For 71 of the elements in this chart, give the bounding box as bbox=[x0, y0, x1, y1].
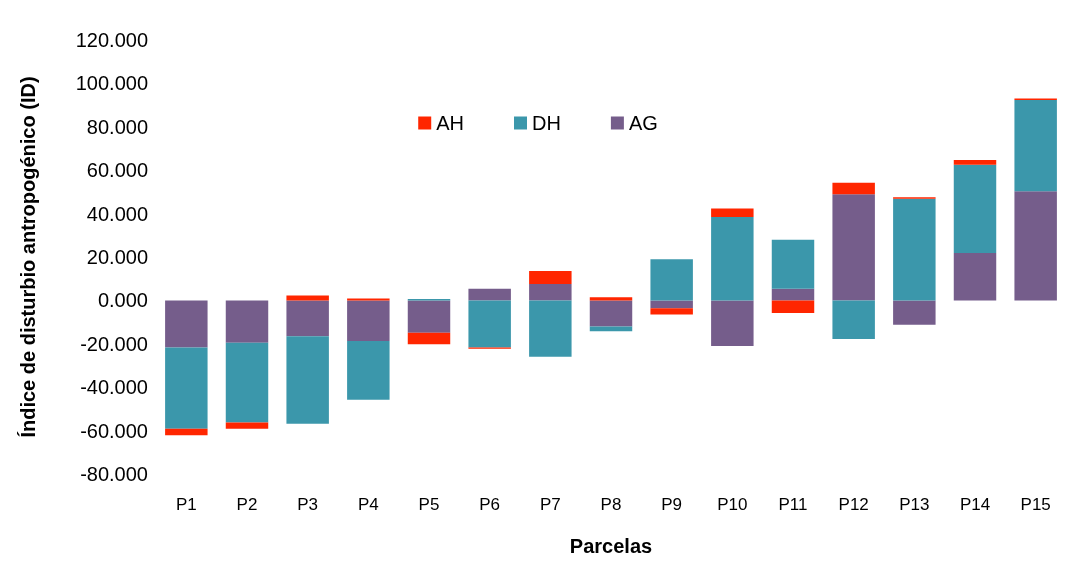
bar bbox=[468, 288, 511, 301]
bar bbox=[165, 428, 208, 436]
x-tick-label: P3 bbox=[297, 495, 319, 514]
x-tick-label: P8 bbox=[600, 495, 622, 514]
y-tick-label: -20.000 bbox=[80, 332, 148, 355]
bar bbox=[165, 300, 208, 348]
x-tick-label: P2 bbox=[236, 495, 258, 514]
y-tick-label: -60.000 bbox=[80, 419, 148, 442]
y-tick-label: 20.000 bbox=[86, 246, 148, 268]
bar bbox=[711, 300, 754, 346]
bar bbox=[650, 300, 693, 309]
x-tick-label: P10 bbox=[717, 495, 748, 514]
bar bbox=[711, 208, 754, 218]
x-tick-label: P6 bbox=[479, 495, 501, 514]
bar bbox=[953, 164, 997, 253]
x-tick-label: P14 bbox=[959, 495, 991, 514]
bar bbox=[771, 300, 815, 313]
bar bbox=[832, 182, 875, 195]
bar bbox=[589, 326, 633, 332]
bar bbox=[832, 300, 875, 340]
bar bbox=[347, 300, 390, 341]
x-tick-label: P5 bbox=[418, 495, 440, 514]
bar bbox=[893, 198, 936, 301]
bar bbox=[225, 342, 269, 423]
bar bbox=[589, 297, 633, 301]
x-axis-title: Parcelas bbox=[569, 535, 653, 557]
y-tick-label: -80.000 bbox=[80, 463, 148, 485]
x-tick-label: P11 bbox=[778, 495, 808, 514]
bar bbox=[1014, 191, 1057, 301]
y-tick-label: 0.000 bbox=[97, 289, 148, 312]
x-tick-label: P9 bbox=[661, 495, 683, 514]
bar bbox=[407, 332, 451, 345]
y-tick-label: 120.000 bbox=[75, 29, 148, 51]
bar bbox=[286, 295, 329, 301]
bar bbox=[953, 252, 997, 301]
x-tick-label: P12 bbox=[838, 495, 869, 514]
x-tick-label: P1 bbox=[175, 495, 197, 514]
bar bbox=[711, 217, 754, 301]
bar bbox=[529, 283, 572, 301]
y-tick-label: 40.000 bbox=[86, 202, 148, 225]
x-tick-label: P15 bbox=[1020, 495, 1051, 514]
bar bbox=[953, 160, 997, 165]
bar bbox=[529, 270, 572, 284]
bar bbox=[347, 340, 390, 400]
bar bbox=[286, 336, 329, 424]
bar bbox=[1014, 100, 1057, 192]
bar bbox=[650, 259, 693, 301]
y-tick-label: 80.000 bbox=[86, 115, 148, 138]
bar bbox=[225, 300, 269, 343]
x-tick-label: P13 bbox=[899, 495, 930, 514]
y-tick-label: 60.000 bbox=[86, 159, 148, 182]
x-tick-label: P7 bbox=[539, 495, 561, 514]
x-tick-label: P4 bbox=[357, 495, 379, 514]
bar bbox=[771, 239, 815, 289]
bar bbox=[286, 300, 329, 337]
y-tick-label: -40.000 bbox=[80, 376, 148, 399]
bar bbox=[832, 194, 875, 301]
legend-label: AH bbox=[436, 112, 465, 134]
bar bbox=[589, 300, 633, 327]
legend-label: AG bbox=[628, 112, 658, 134]
bar bbox=[771, 288, 815, 301]
y-axis-title: Índice de disturbio antropogénico (ID) bbox=[17, 76, 39, 438]
bar bbox=[165, 347, 208, 429]
bar bbox=[407, 300, 451, 333]
bar bbox=[468, 300, 511, 348]
legend-label: DH bbox=[532, 112, 561, 134]
y-tick-label: 100.000 bbox=[75, 72, 148, 95]
bar bbox=[529, 300, 572, 357]
bar bbox=[650, 308, 693, 315]
bar bbox=[225, 422, 269, 429]
bar bbox=[893, 300, 936, 325]
